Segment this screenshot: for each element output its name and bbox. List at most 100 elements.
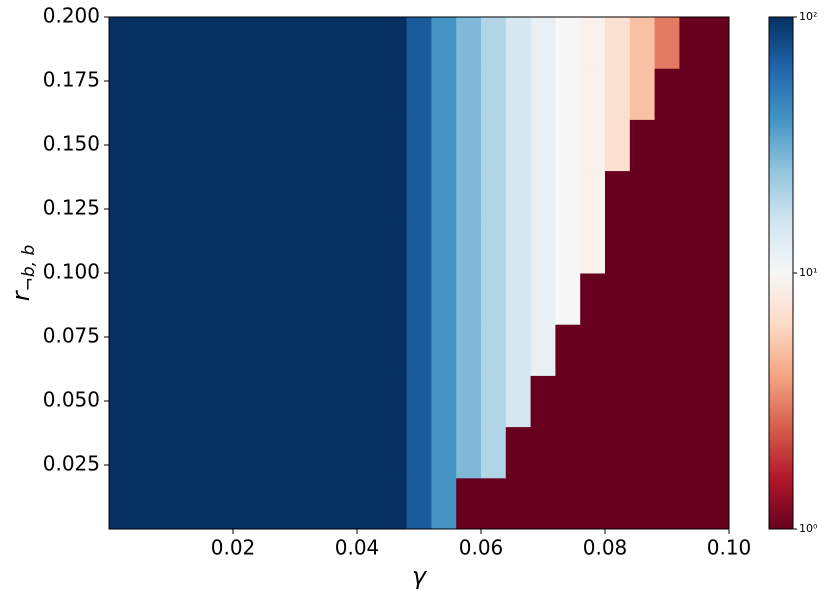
heatmap-cell: [679, 170, 705, 223]
heatmap-cell: [481, 324, 507, 376]
heatmap-cell: [233, 324, 259, 376]
heatmap-cell: [431, 477, 457, 530]
heatmap-cell: [505, 375, 532, 428]
heatmap-cell: [109, 221, 135, 274]
heatmap-cell: [208, 17, 234, 69]
heatmap-cell: [481, 68, 507, 120]
heatmap-cell: [332, 17, 358, 69]
heatmap-cell: [257, 119, 284, 172]
heatmap-cell: [233, 119, 259, 172]
heatmap: [109, 17, 730, 530]
heatmap-cell: [654, 375, 680, 428]
heatmap-cell: [431, 273, 457, 325]
heatmap-cell: [183, 17, 209, 69]
x-tick-label: 0.10: [707, 536, 752, 560]
heatmap-cell: [282, 221, 308, 274]
heatmap-cell: [555, 68, 581, 120]
heatmap-cell: [233, 375, 259, 428]
heatmap-cell: [208, 375, 234, 428]
heatmap-cell: [654, 221, 680, 274]
heatmap-cell: [357, 221, 383, 274]
heatmap-cell: [481, 477, 507, 530]
colorbar-tick-label: 10²: [799, 10, 817, 23]
heatmap-cell: [530, 426, 556, 479]
heatmap-cell: [654, 273, 680, 325]
heatmap-cell: [555, 375, 581, 428]
heatmap-cell: [381, 324, 408, 376]
heatmap-cell: [133, 68, 160, 120]
y-tick-label: 0.125: [43, 196, 100, 220]
heatmap-cell: [208, 119, 234, 172]
heatmap-cell: [158, 477, 184, 530]
heatmap-cell: [282, 426, 308, 479]
heatmap-cell: [133, 119, 160, 172]
heatmap-cell: [357, 273, 383, 325]
heatmap-cell: [654, 170, 680, 223]
heatmap-cell: [505, 170, 532, 223]
heatmap-cell: [109, 324, 135, 376]
heatmap-cell: [282, 477, 308, 530]
heatmap-cell: [307, 221, 333, 274]
heatmap-cell: [332, 170, 358, 223]
heatmap-cell: [679, 273, 705, 325]
heatmap-cell: [704, 477, 730, 530]
heatmap-cell: [505, 273, 532, 325]
heatmap-cell: [555, 477, 581, 530]
heatmap-cell: [307, 273, 333, 325]
heatmap-cell: [704, 170, 730, 223]
heatmap-cell: [431, 426, 457, 479]
heatmap-cell: [133, 426, 160, 479]
heatmap-cell: [233, 273, 259, 325]
heatmap-cell: [456, 17, 482, 69]
colorbar-tick-label: 10¹: [799, 266, 817, 279]
heatmap-cell: [233, 68, 259, 120]
heatmap-cell: [679, 17, 705, 69]
heatmap-cell: [133, 17, 160, 69]
heatmap-cell: [109, 119, 135, 172]
y-tick-label: 0.075: [43, 324, 100, 348]
heatmap-cell: [381, 17, 408, 69]
heatmap-cell: [208, 221, 234, 274]
heatmap-cell: [208, 68, 234, 120]
heatmap-cell: [133, 221, 160, 274]
heatmap-cell: [555, 170, 581, 223]
heatmap-cell: [530, 119, 556, 172]
heatmap-cell: [406, 375, 432, 428]
heatmap-cell: [704, 119, 730, 172]
heatmap-cell: [282, 375, 308, 428]
heatmap-cell: [580, 221, 606, 274]
heatmap-cell: [629, 273, 656, 325]
heatmap-cell: [381, 426, 408, 479]
heatmap-cell: [580, 273, 606, 325]
y-tick-label: 0.050: [43, 388, 100, 412]
heatmap-cell: [282, 170, 308, 223]
heatmap-cell: [679, 221, 705, 274]
heatmap-cell: [481, 426, 507, 479]
heatmap-cell: [629, 68, 656, 120]
heatmap-cell: [580, 119, 606, 172]
heatmap-cell: [183, 324, 209, 376]
colorbar-tick-label: 10⁰: [799, 522, 818, 535]
heatmap-cell: [406, 170, 432, 223]
heatmap-cell: [332, 426, 358, 479]
heatmap-cell: [605, 170, 631, 223]
heatmap-cell: [183, 68, 209, 120]
y-tick-label: 0.150: [43, 132, 100, 156]
heatmap-cell: [307, 119, 333, 172]
heatmap-cell: [133, 273, 160, 325]
heatmap-cell: [555, 221, 581, 274]
heatmap-cell: [481, 221, 507, 274]
heatmap-cell: [282, 68, 308, 120]
heatmap-cell: [530, 273, 556, 325]
heatmap-cell: [456, 68, 482, 120]
heatmap-cell: [456, 273, 482, 325]
heatmap-cell: [381, 170, 408, 223]
heatmap-cell: [530, 477, 556, 530]
heatmap-cell: [704, 221, 730, 274]
heatmap-cell: [158, 17, 184, 69]
heatmap-cell: [456, 426, 482, 479]
heatmap-cell: [406, 221, 432, 274]
heatmap-cell: [183, 170, 209, 223]
heatmap-cell: [431, 375, 457, 428]
heatmap-cell: [505, 221, 532, 274]
